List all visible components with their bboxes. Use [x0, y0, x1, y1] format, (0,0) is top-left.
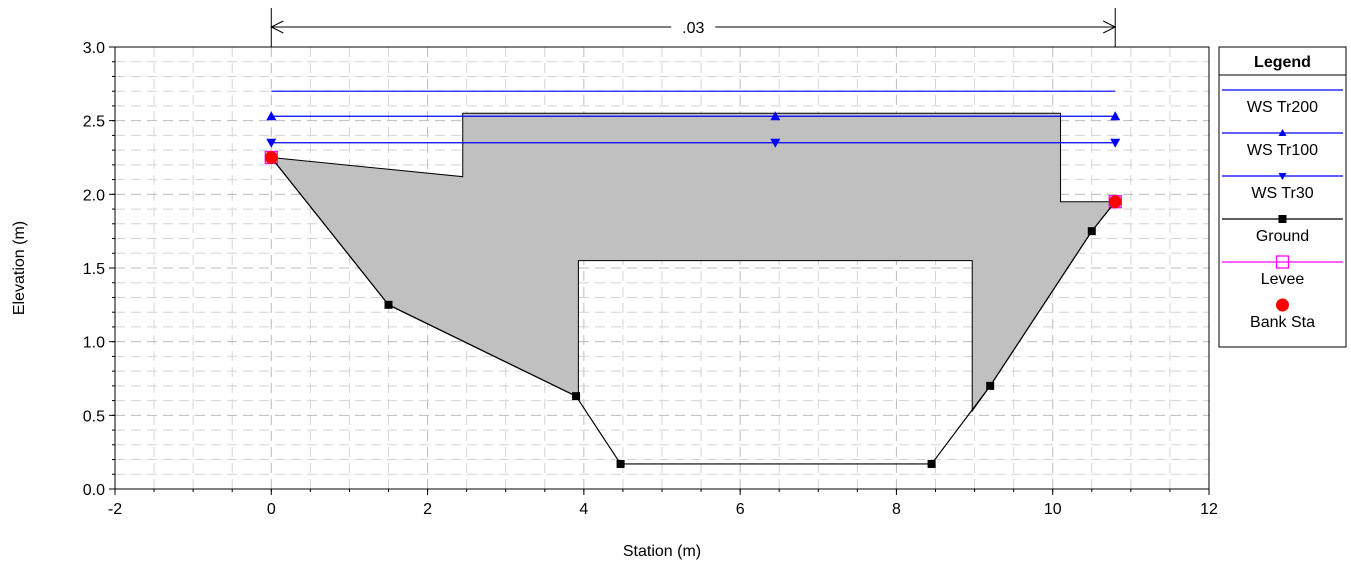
- y-tick-label: 2.5: [83, 114, 105, 131]
- x-tick-label: 2: [423, 501, 432, 518]
- bank-sta-point: [265, 151, 278, 164]
- y-tick-label: 1.5: [83, 261, 105, 278]
- x-tick-label: 6: [736, 501, 745, 518]
- legend: Legend WS Tr200 WS Tr100 WS Tr30 Ground Leve…: [1219, 47, 1346, 347]
- legend-label-bank-sta: Bank Sta: [1250, 314, 1315, 331]
- x-tick-label: 4: [579, 501, 588, 518]
- x-tick-label: 8: [892, 501, 901, 518]
- legend-marker-bank-sta: [1276, 299, 1289, 312]
- legend-marker-ground: [1279, 215, 1287, 223]
- ground-point: [572, 392, 580, 400]
- x-tick-label: 0: [267, 501, 276, 518]
- legend-label-ground: Ground: [1256, 228, 1309, 245]
- legend-label-ws-tr30: WS Tr30: [1251, 185, 1313, 202]
- y-tick-label: 3.0: [83, 40, 105, 57]
- mannings-n-label: .03: [682, 20, 704, 37]
- legend-label-ws-tr200: WS Tr200: [1247, 99, 1318, 116]
- bank-sta-point: [1109, 195, 1122, 208]
- flow-area-layer: [271, 113, 1115, 411]
- ground-point: [617, 460, 625, 468]
- legend-label-levee: Levee: [1261, 271, 1305, 288]
- legend-title: Legend: [1254, 54, 1311, 71]
- ground-point: [1088, 227, 1096, 235]
- flow-area-fill: [271, 113, 1115, 411]
- ground-point: [385, 301, 393, 309]
- y-tick-label: 1.0: [83, 335, 105, 352]
- y-tick-label: 0.5: [83, 408, 105, 425]
- mannings-n-dimension: .03: [271, 8, 1115, 47]
- ground-point: [928, 460, 936, 468]
- x-axis-title: Station (m): [623, 543, 701, 560]
- x-tick-label: -2: [108, 501, 122, 518]
- legend-label-ws-tr100: WS Tr100: [1247, 142, 1318, 159]
- x-tick-label: 12: [1200, 501, 1218, 518]
- y-tick-label: 2.0: [83, 187, 105, 204]
- ground-point: [986, 382, 994, 390]
- y-axis-title: Elevation (m): [11, 221, 28, 315]
- y-tick-label: 0.0: [83, 482, 105, 499]
- x-tick-label: 10: [1044, 501, 1062, 518]
